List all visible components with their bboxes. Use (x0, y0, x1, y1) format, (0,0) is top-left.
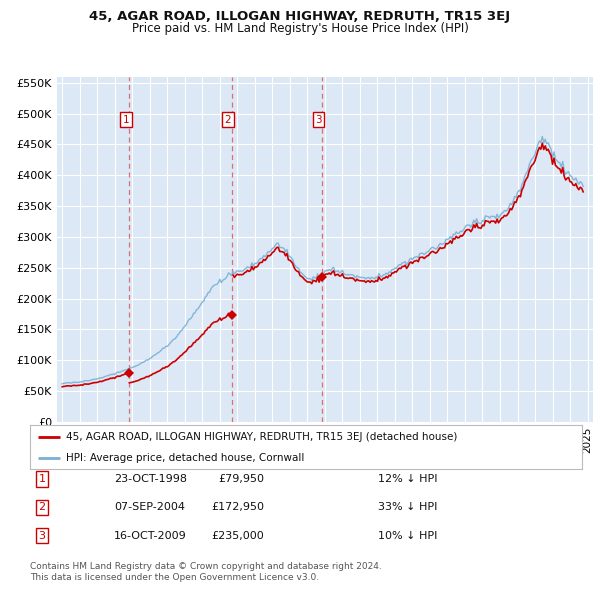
Text: Price paid vs. HM Land Registry's House Price Index (HPI): Price paid vs. HM Land Registry's House … (131, 22, 469, 35)
Text: 3: 3 (315, 115, 322, 125)
Text: 45, AGAR ROAD, ILLOGAN HIGHWAY, REDRUTH, TR15 3EJ: 45, AGAR ROAD, ILLOGAN HIGHWAY, REDRUTH,… (89, 10, 511, 23)
Text: 12% ↓ HPI: 12% ↓ HPI (378, 474, 437, 484)
Text: 2: 2 (225, 115, 232, 125)
Text: 10% ↓ HPI: 10% ↓ HPI (378, 531, 437, 540)
Text: £172,950: £172,950 (211, 503, 264, 512)
Text: 45, AGAR ROAD, ILLOGAN HIGHWAY, REDRUTH, TR15 3EJ (detached house): 45, AGAR ROAD, ILLOGAN HIGHWAY, REDRUTH,… (66, 432, 457, 442)
Text: 1: 1 (122, 115, 129, 125)
Text: Contains HM Land Registry data © Crown copyright and database right 2024.: Contains HM Land Registry data © Crown c… (30, 562, 382, 571)
Text: 3: 3 (38, 531, 46, 540)
Text: This data is licensed under the Open Government Licence v3.0.: This data is licensed under the Open Gov… (30, 573, 319, 582)
Text: 23-OCT-1998: 23-OCT-1998 (114, 474, 187, 484)
Text: £235,000: £235,000 (211, 531, 264, 540)
Text: 07-SEP-2004: 07-SEP-2004 (114, 503, 185, 512)
Text: HPI: Average price, detached house, Cornwall: HPI: Average price, detached house, Corn… (66, 453, 304, 463)
Text: 1: 1 (38, 474, 46, 484)
Text: 2: 2 (38, 503, 46, 512)
Text: £79,950: £79,950 (218, 474, 264, 484)
Text: 33% ↓ HPI: 33% ↓ HPI (378, 503, 437, 512)
Text: 16-OCT-2009: 16-OCT-2009 (114, 531, 187, 540)
